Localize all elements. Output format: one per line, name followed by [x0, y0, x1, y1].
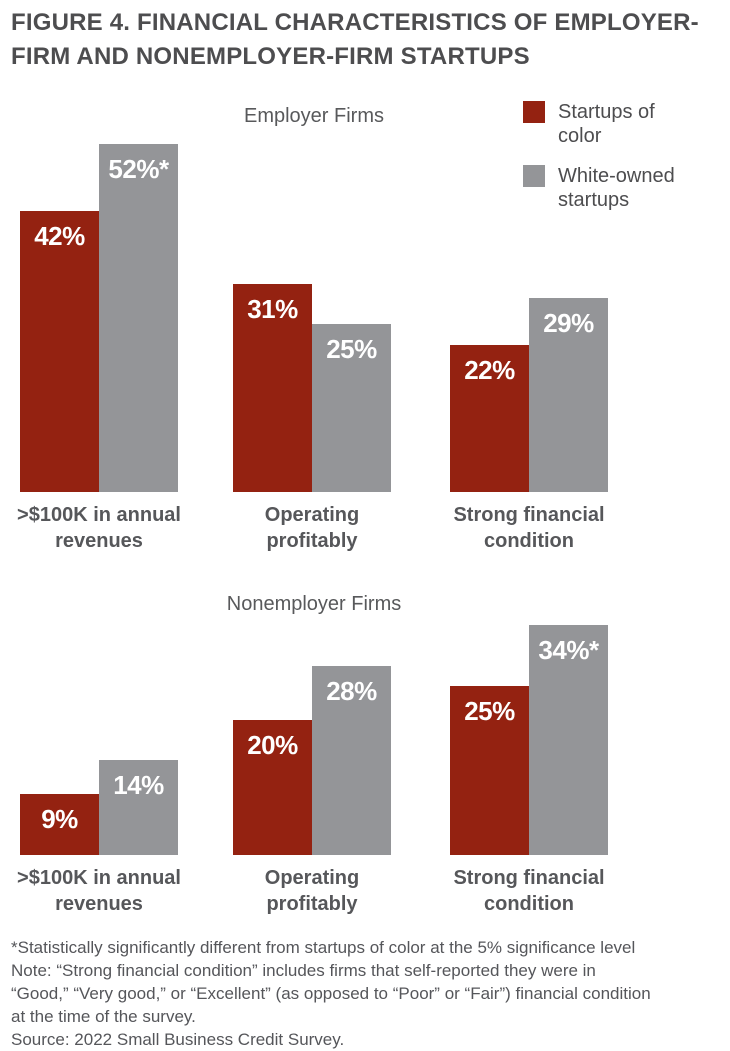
- legend-swatch-startups-of-color: [523, 101, 545, 123]
- legend: Startups of color White-owned startups: [523, 100, 690, 228]
- bar-value-label: 31%: [247, 294, 298, 324]
- chart-employer-firms: Employer Firms 42% 52%* >$100K in annual r…: [0, 95, 730, 556]
- bar-group-strong-financial: 22% 29%: [450, 298, 608, 492]
- bar-startups-of-color: 20%: [233, 720, 312, 855]
- bar-white-owned-startups: 25%: [312, 324, 391, 492]
- bar-value-label: 14%: [113, 770, 164, 800]
- bar-group-100k-in-annual: 42% 52%*: [20, 144, 178, 492]
- bar-value-label: 20%: [247, 730, 298, 760]
- bar-startups-of-color: 42%: [20, 211, 99, 492]
- bar-group-strong-financial: 25% 34%*: [450, 625, 608, 855]
- bar-white-owned-startups: 52%*: [99, 144, 178, 492]
- legend-item-startups-of-color: Startups of color: [523, 100, 690, 148]
- bar-group-operating: 31% 25%: [233, 284, 391, 492]
- bar-value-label: 42%: [34, 221, 85, 251]
- category-label-strong-financial: Strong financial condition: [453, 867, 605, 915]
- footnote-note-line-2: “Good,” “Very good,” or “Excellent” (as …: [11, 984, 651, 1003]
- bar-white-owned-startups: 29%: [529, 298, 608, 492]
- category-label-operating: Operating profitably: [264, 867, 360, 915]
- bar-startups-of-color: 22%: [450, 345, 529, 492]
- chart-title-employer-firms: Employer Firms: [243, 105, 384, 127]
- category-label-100k-in-annual: >$100K in annual revenues: [17, 504, 181, 552]
- bar-value-label: 25%: [464, 696, 515, 726]
- bar-value-label: 9%: [41, 804, 78, 834]
- legend-item-white-owned-startups: White-owned startups: [523, 164, 690, 212]
- plot-area-employer-firms: 42% 52%* >$100K in annual revenues 31% 25% Op…: [0, 95, 730, 556]
- bar-white-owned-startups: 14%: [99, 760, 178, 855]
- footnote-note-line-3: at the time of the survey.: [11, 1007, 196, 1026]
- bar-value-label: 28%: [326, 676, 377, 706]
- figure-title: FIGURE 4. FINANCIAL CHARACTERISTICS OF E…: [11, 9, 699, 70]
- bar-startups-of-color: 9%: [20, 794, 99, 855]
- bar-value-label: 25%: [326, 334, 377, 364]
- footnote-significance: *Statistically significantly different f…: [11, 938, 636, 957]
- bar-startups-of-color: 31%: [233, 284, 312, 492]
- bar-value-label: 34%*: [538, 635, 599, 665]
- bar-value-label: 52%*: [108, 154, 169, 184]
- chart-title-nonemployer-firms: Nonemployer Firms: [226, 593, 402, 615]
- legend-label-startups-of-color: Startups of color: [558, 101, 655, 147]
- category-label-strong-financial: Strong financial condition: [453, 504, 605, 552]
- bar-value-label: 22%: [464, 355, 515, 385]
- category-label-100k-in-annual: >$100K in annual revenues: [17, 867, 181, 915]
- footnote-note-line-1: Note: “Strong financial condition” inclu…: [11, 961, 596, 980]
- bar-startups-of-color: 25%: [450, 686, 529, 855]
- bar-group-100k-in-annual: 9% 14%: [20, 760, 178, 855]
- bar-group-operating: 20% 28%: [233, 666, 391, 855]
- bar-white-owned-startups: 34%*: [529, 625, 608, 855]
- legend-label-white-owned-startups: White-owned startups: [558, 165, 675, 211]
- bar-white-owned-startups: 28%: [312, 666, 391, 855]
- footnote-source: Source: 2022 Small Business Credit Surve…: [11, 1030, 345, 1049]
- plot-area-nonemployer-firms: 9% 14% >$100K in annual revenues 20% 28% Oper…: [0, 583, 730, 919]
- bar-value-label: 29%: [543, 308, 594, 338]
- category-label-operating: Operating profitably: [264, 504, 360, 552]
- legend-swatch-white-owned-startups: [523, 165, 545, 187]
- footnotes: *Statistically significantly different f…: [11, 936, 730, 1051]
- chart-nonemployer-firms: Nonemployer Firms 9% 14% >$100K in annual …: [0, 583, 730, 919]
